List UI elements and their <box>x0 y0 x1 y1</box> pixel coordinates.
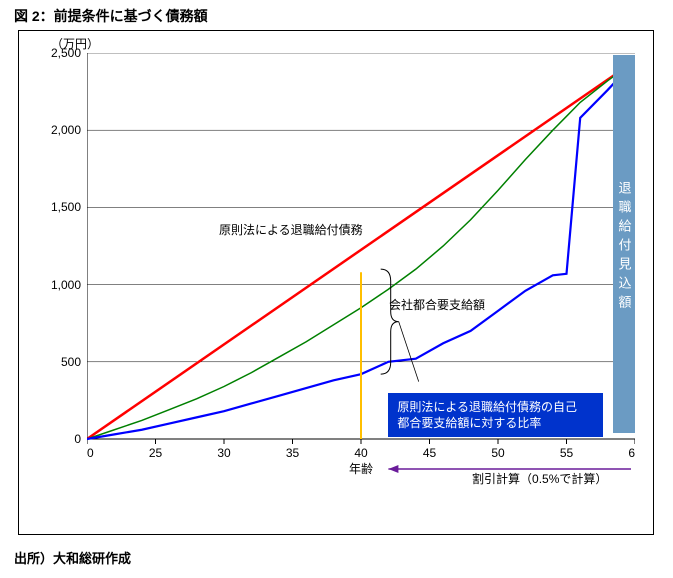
svg-text:年齢: 年齢 <box>349 461 373 476</box>
y-tick-label: 1,500 <box>27 200 81 214</box>
y-tick-label: 500 <box>27 355 81 369</box>
y-tick-label: 2,500 <box>27 46 81 60</box>
svg-text:45: 45 <box>423 446 437 460</box>
y-tick-label: 2,000 <box>27 123 81 137</box>
svg-text:30: 30 <box>217 446 231 460</box>
y-tick-label: 0 <box>27 432 81 446</box>
ratio-annotation-line2: 都合要支給額に対する比率 <box>397 416 541 430</box>
ratio-annotation-line1: 原則法による退職給付債務の自己 <box>397 400 577 414</box>
svg-text:55: 55 <box>560 446 574 460</box>
svg-text:60: 60 <box>628 446 635 460</box>
chart-frame: （万円） 202530354045505560年齢割引計算（0.5%で計算） 原… <box>18 30 654 535</box>
svg-text:割引計算（0.5%で計算）: 割引計算（0.5%で計算） <box>472 471 607 485</box>
svg-text:40: 40 <box>354 446 368 460</box>
svg-text:20: 20 <box>87 446 94 460</box>
series-label-principle: 原則法による退職給付債務 <box>219 221 363 238</box>
svg-text:50: 50 <box>491 446 505 460</box>
source-text: 出所）大和総研作成 <box>14 548 131 567</box>
series-label-company: 会社都合要支給額 <box>389 296 485 313</box>
y-tick-label: 1,000 <box>27 278 81 292</box>
ratio-annotation-box: 原則法による退職給付債務の自己 都合要支給額に対する比率 <box>388 393 603 437</box>
svg-text:25: 25 <box>149 446 163 460</box>
svg-text:35: 35 <box>286 446 300 460</box>
page: 図 2：前提条件に基づく債務額 （万円） 202530354045505560年… <box>0 0 673 578</box>
figure-title: 図 2：前提条件に基づく債務額 <box>14 6 208 26</box>
expected-benefit-bar: 退職給付見込額 <box>613 55 635 433</box>
